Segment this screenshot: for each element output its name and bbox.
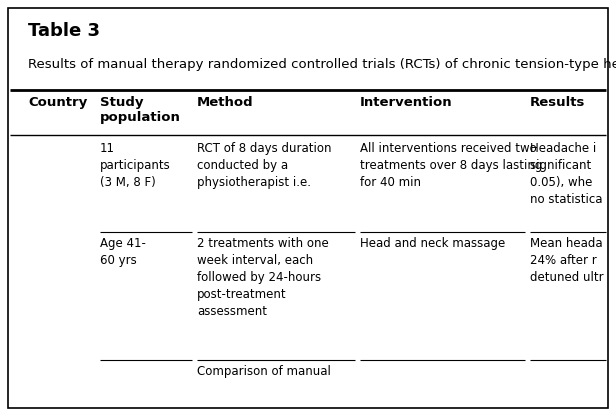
Text: Comparison of manual: Comparison of manual: [197, 365, 331, 378]
Text: All interventions received two
treatments over 8 days lasting
for 40 min: All interventions received two treatment…: [360, 142, 542, 189]
Text: Method: Method: [197, 96, 254, 109]
Text: Headache i
significant 
0.05), whe
no statistica: Headache i significant 0.05), whe no sta…: [530, 142, 602, 206]
Text: RCT of 8 days duration
conducted by a
physiotherapist i.e.: RCT of 8 days duration conducted by a ph…: [197, 142, 331, 189]
Text: Age 41-
60 yrs: Age 41- 60 yrs: [100, 237, 146, 267]
Text: Mean heada
24% after r
detuned ultr: Mean heada 24% after r detuned ultr: [530, 237, 604, 284]
Text: 2 treatments with one
week interval, each
followed by 24-hours
post-treatment
as: 2 treatments with one week interval, eac…: [197, 237, 329, 318]
Text: Results of manual therapy randomized controlled trials (RCTs) of chronic tension: Results of manual therapy randomized con…: [28, 58, 616, 71]
Text: Head and neck massage: Head and neck massage: [360, 237, 505, 250]
Text: Table 3: Table 3: [28, 22, 100, 40]
Text: Results: Results: [530, 96, 585, 109]
Text: 11
participants
(3 M, 8 F): 11 participants (3 M, 8 F): [100, 142, 171, 189]
Text: Country: Country: [28, 96, 87, 109]
Text: Study
population: Study population: [100, 96, 181, 124]
Text: Intervention: Intervention: [360, 96, 453, 109]
